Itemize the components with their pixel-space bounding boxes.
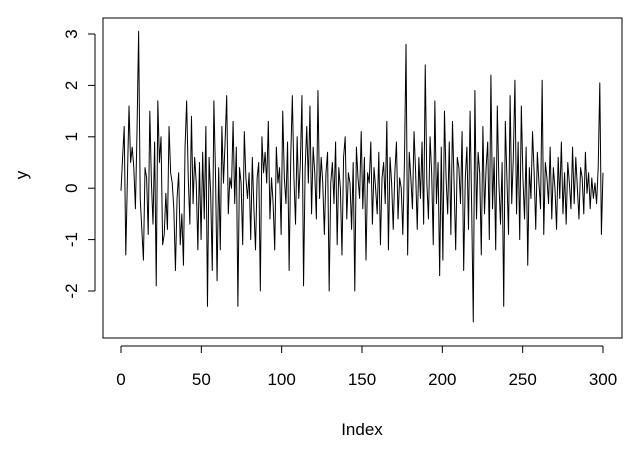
x-tick-label: 100 <box>267 370 295 389</box>
x-axis-title: Index <box>341 420 383 439</box>
y-tick-label: -2 <box>62 283 81 298</box>
series-line-1 <box>121 31 603 321</box>
y-axis-title: y <box>12 170 31 179</box>
y-tick-label: -1 <box>62 232 81 247</box>
y-tick-label: 1 <box>62 132 81 141</box>
y-tick-label: 2 <box>62 81 81 90</box>
x-axis: 0 50 100 150 200 250 300 <box>116 346 617 389</box>
x-tick-label: 150 <box>348 370 376 389</box>
x-tick-label: 250 <box>508 370 536 389</box>
series-group <box>121 31 603 321</box>
x-tick-label: 0 <box>116 370 125 389</box>
y-tick-label: 0 <box>62 183 81 192</box>
x-tick-label: 300 <box>589 370 617 389</box>
x-tick-label: 50 <box>192 370 211 389</box>
y-axis: -2 -1 0 1 2 3 <box>62 29 95 298</box>
y-tick-label: 3 <box>62 29 81 38</box>
x-tick-label: 200 <box>428 370 456 389</box>
